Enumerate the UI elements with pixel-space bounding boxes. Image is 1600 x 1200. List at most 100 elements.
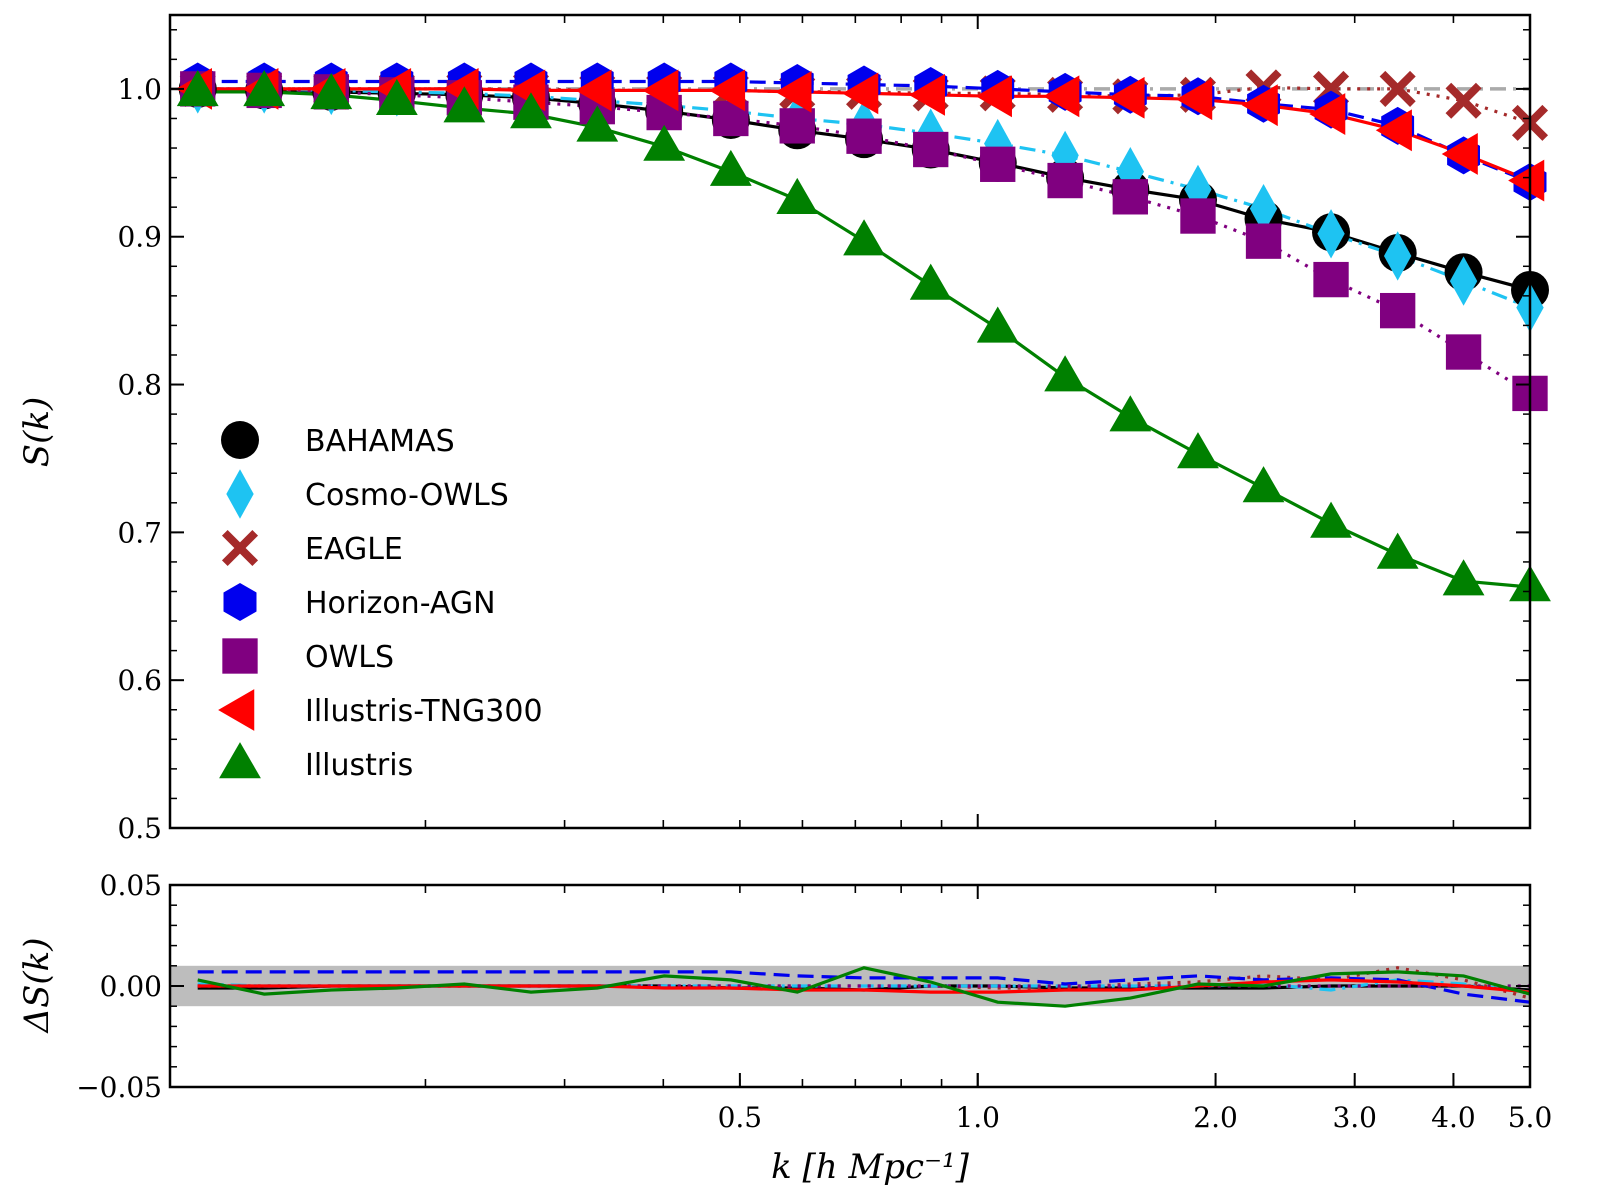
data-point-illustris: [976, 306, 1019, 343]
data-point-illustris-tng300: [1108, 76, 1145, 119]
legend: BAHAMAS Cosmo-OWLS EAGLE Horizon-AGN OWLS Ill…: [218, 421, 543, 783]
residual-x-tick-label: 0.5: [718, 1101, 763, 1134]
main-axes: 0.5 0.6 0.7 0.8 0.9 1.0: [117, 13, 1532, 845]
data-point-owls: [846, 118, 882, 154]
series-line-owls: [197, 87, 1531, 395]
residual-x-tick-label: 1.0: [955, 1101, 1000, 1134]
legend-label-eagle: EAGLE: [305, 532, 403, 567]
data-point-illustris-tng300: [509, 69, 546, 112]
data-point-illustris: [1044, 355, 1087, 392]
data-point-illustris: [1442, 559, 1485, 596]
series-line-horizon-agn: [197, 79, 1531, 184]
data-point-illustris: [243, 70, 286, 107]
data-point-owls: [1180, 198, 1216, 234]
data-point-eagle-stroke: [1445, 82, 1482, 119]
legend-marker-illustris: [219, 742, 261, 779]
data-point-owls: [1379, 292, 1416, 329]
data-point-illustris-tng300: [1375, 109, 1412, 152]
main-frame: [168, 13, 1532, 830]
data-point-illustris: [176, 70, 219, 107]
data-point-illustris-tng300: [1309, 93, 1346, 135]
data-point-cosmo-owls: [1116, 146, 1144, 197]
residual-x-tick-label: 3.0: [1332, 1101, 1377, 1134]
data-point-cosmo-owls: [1051, 130, 1079, 181]
data-point-illustris-tng300: [1241, 84, 1278, 127]
legend-marker-eagle-stroke: [221, 529, 259, 567]
legend-label-horizon-agn: Horizon-AGN: [305, 586, 496, 621]
residual-y-tick-label: 0.05: [100, 869, 162, 902]
data-point-illustris-tng300: [575, 69, 612, 112]
data-point-owls: [1245, 223, 1282, 259]
data-point-illustris: [843, 219, 885, 256]
data-point-illustris-tng300: [1043, 75, 1080, 118]
data-point-illustris: [510, 92, 552, 129]
data-point-illustris: [1242, 466, 1285, 503]
residual-panel: −0.05 0.00 0.05 0.5 1.0 2.0 3.0 4.0 5.0 ΔS(k) k …: [17, 869, 1552, 1187]
data-point-owls: [779, 108, 815, 144]
data-point-owls: [1112, 179, 1148, 215]
main-y-tick-label: 0.5: [117, 812, 162, 845]
main-y-tick-label: 0.9: [117, 221, 162, 254]
data-point-illustris-tng300: [775, 70, 812, 113]
main-y-tick-label: 0.6: [117, 664, 162, 697]
residual-line-6: [197, 966, 1531, 1008]
data-point-illustris: [1109, 395, 1152, 432]
data-point-owls: [980, 146, 1016, 182]
data-point-illustris-tng300: [1176, 78, 1213, 121]
legend-label-bahamas: BAHAMAS: [305, 424, 455, 459]
data-point-illustris: [443, 86, 486, 123]
data-point-illustris-tng300: [1508, 159, 1545, 202]
x-axis-label: k [h Mpc⁻¹]: [771, 1147, 970, 1187]
data-point-illustris-tng300: [1441, 133, 1478, 175]
data-point-eagle-stroke: [1379, 70, 1416, 107]
data-point-owls: [913, 131, 949, 168]
data-point-cosmo-owls: [1383, 231, 1412, 281]
main-plot-area: [170, 62, 1551, 602]
legend-label-cosmo-owls: Cosmo-OWLS: [305, 478, 509, 513]
residual-plot-area: [170, 965, 1531, 1008]
data-point-eagle: [1379, 70, 1416, 107]
data-point-illustris: [576, 105, 619, 142]
main-y-tick-label: 0.7: [117, 516, 162, 549]
data-point-eagle: [1445, 82, 1482, 119]
data-point-illustris: [1177, 432, 1219, 469]
data-point-illustris: [375, 78, 418, 115]
main-panel: BAHAMAS Cosmo-OWLS EAGLE Horizon-AGN OWLS Ill…: [17, 13, 1551, 845]
residual-x-tick-label: 4.0: [1431, 1101, 1476, 1134]
residual-y-tick-label: 0.00: [100, 970, 162, 1003]
legend-label-illustris-tng300: Illustris-TNG300: [305, 694, 543, 729]
data-point-illustris: [1376, 532, 1419, 569]
main-y-tick-label: 1.0: [117, 73, 162, 106]
data-point-cosmo-owls: [1249, 183, 1278, 234]
data-point-illustris-tng300: [975, 75, 1012, 118]
legend-marker-illustris-tng300: [218, 689, 255, 731]
data-point-illustris-tng300: [908, 73, 945, 116]
data-point-illustris-tng300: [842, 72, 879, 115]
data-point-illustris: [709, 149, 752, 186]
data-point-illustris-tng300: [708, 69, 746, 112]
data-point-illustris: [776, 177, 819, 215]
data-point-illustris: [310, 72, 353, 110]
data-point-owls: [1445, 334, 1482, 370]
residual-axes: −0.05 0.00 0.05 0.5 1.0 2.0 3.0 4.0 5.0: [76, 869, 1552, 1134]
residual-y-tick-label: −0.05: [76, 1071, 162, 1104]
legend-marker-horizon-agn: [223, 583, 257, 621]
legend-marker-cosmo-owls: [226, 469, 254, 519]
data-point-cosmo-owls: [1449, 256, 1478, 306]
legend-label-owls: OWLS: [305, 640, 394, 675]
main-y-tick-label: 0.8: [117, 369, 162, 402]
legend-label-illustris: Illustris: [305, 748, 413, 783]
legend-marker-eagle: [221, 529, 259, 567]
data-point-illustris-tng300: [642, 69, 679, 112]
data-point-illustris: [909, 263, 952, 300]
legend-marker-bahamas: [221, 421, 259, 459]
legend-marker-owls: [222, 638, 258, 674]
residual-x-tick-label: 2.0: [1193, 1101, 1238, 1134]
data-point-cosmo-owls: [1317, 209, 1345, 259]
data-point-owls: [1047, 162, 1083, 199]
data-point-illustris: [1310, 501, 1352, 538]
data-point-owls: [1313, 261, 1349, 298]
data-point-illustris: [643, 124, 686, 161]
residual-x-tick-label: 5.0: [1508, 1101, 1553, 1134]
